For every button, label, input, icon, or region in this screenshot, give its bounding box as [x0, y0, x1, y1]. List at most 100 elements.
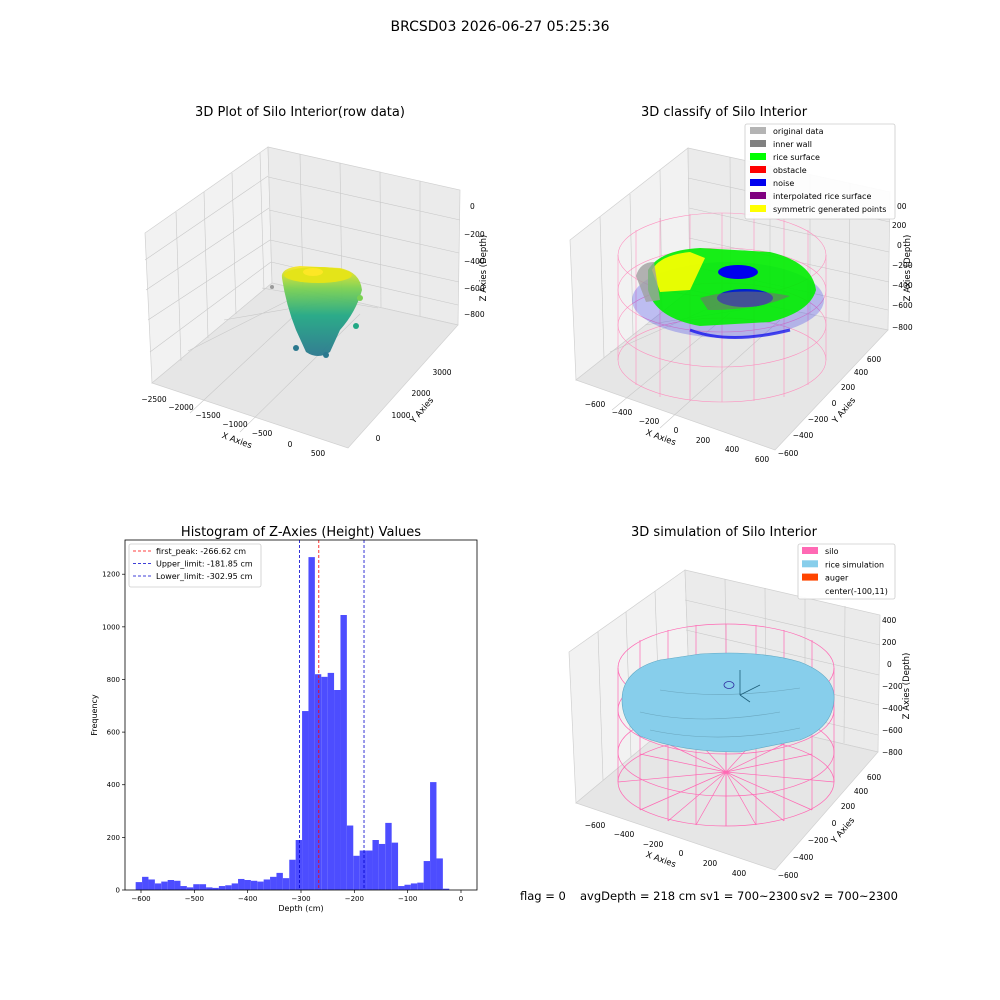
- histogram-bar: [359, 850, 367, 890]
- p2-xtick-6: 600: [755, 455, 770, 464]
- p1-xlabel: X Axies: [220, 431, 253, 451]
- histogram-x-tick-label: −500: [185, 895, 204, 903]
- panel-raw-3d: 3D Plot of Silo Interior(row data) −2500…: [141, 105, 489, 458]
- footer-sv1: sv1 = 700~2300: [700, 889, 798, 903]
- histogram-legend-label: Upper_limit: -181.85 cm: [156, 560, 253, 569]
- histogram-bar: [270, 876, 277, 890]
- histogram-bar: [417, 882, 424, 890]
- histogram-bar: [276, 872, 283, 890]
- p4-ztick-5: −600: [882, 726, 903, 735]
- histogram-bar: [206, 887, 213, 890]
- p4-ztick-0: 400: [882, 616, 897, 625]
- p1-ytick-3: 3000: [432, 368, 451, 377]
- histogram-bar: [244, 880, 251, 890]
- panel2-title: 3D classify of Silo Interior: [641, 105, 808, 120]
- panel2-legend-label: obstacle: [773, 166, 807, 175]
- histogram-bar: [385, 822, 392, 890]
- histogram-bar: [174, 880, 181, 890]
- histogram-x-tick-label: −100: [398, 895, 417, 903]
- histogram-bar: [430, 782, 437, 890]
- panel4-legend-label: auger: [825, 574, 849, 583]
- histogram-bar: [302, 711, 309, 890]
- histogram-bar: [442, 888, 450, 890]
- p1-zlabel: Z Axies (Depth): [479, 235, 489, 302]
- p2-ytick-3: 0: [832, 399, 837, 408]
- figure-suptitle: BRCSD03 2026-06-27 05:25:36: [390, 19, 609, 35]
- panel-simulation-3d: 3D simulation of Silo Interior −600 −: [568, 525, 912, 880]
- histogram-y-tick-label: 400: [107, 781, 120, 789]
- histogram-bar: [372, 840, 379, 890]
- histogram-bar: [366, 850, 373, 890]
- p2-ytick-1: −400: [793, 431, 814, 440]
- p2-xtick-1: −400: [612, 408, 633, 417]
- p4-ytick-4: 200: [841, 802, 856, 811]
- panel2-points: [632, 248, 824, 339]
- histogram-bar: [167, 880, 175, 890]
- panel4-legend: silo rice simulation auger center(-100,11): [797, 543, 896, 600]
- p4-xtick-3: 0: [679, 849, 684, 858]
- panel-classify-3d: 3D classify of Silo Interior: [569, 105, 913, 464]
- p2-xtick-4: 200: [696, 436, 711, 445]
- histogram-bar: [135, 882, 143, 890]
- histogram-bar: [154, 883, 162, 890]
- p1-xtick-6: 500: [311, 449, 326, 458]
- panel4-legend-swatch: [802, 573, 818, 581]
- histogram-y-tick-label: 800: [107, 676, 120, 684]
- panel4-rice-surface: [621, 652, 835, 753]
- histogram-bar: [334, 690, 341, 890]
- footer-flag: flag = 0: [520, 889, 566, 903]
- p4-xtick-1: −400: [614, 830, 635, 839]
- p4-xtick-4: 200: [703, 859, 718, 868]
- p2-ztick-3: −400: [892, 281, 913, 290]
- p4-ztick-3: −200: [882, 682, 903, 691]
- p4-ytick-3: 0: [832, 819, 837, 828]
- histogram-legend-label: first_peak: -266.62 cm: [156, 547, 246, 556]
- histogram-bar: [327, 672, 335, 890]
- histogram-y-ticks: 0 200 400 600 800 1000 1200: [102, 571, 125, 895]
- histogram-bar: [353, 855, 360, 890]
- histogram-bar: [404, 884, 411, 890]
- p4-ztick-6: −800: [882, 748, 903, 757]
- histogram-bar: [218, 886, 226, 890]
- panel1-scatter: [270, 266, 363, 358]
- histogram-bar: [378, 843, 386, 890]
- panel2-legend-swatch: [750, 192, 766, 199]
- histogram-bar: [423, 861, 431, 890]
- p2-xtick-0: −600: [585, 400, 606, 409]
- p4-ytick-2: −200: [808, 836, 829, 845]
- histogram-bar: [340, 615, 347, 890]
- p4-ytick-6: 600: [867, 773, 882, 782]
- histogram-x-tick-label: −400: [238, 895, 257, 903]
- p4-ztick-4: −400: [882, 704, 903, 713]
- p2-xtick-2: −200: [639, 417, 660, 426]
- histogram-legend: first_peak: -266.62 cm Upper_limit: -181.…: [128, 543, 262, 588]
- p1-ztick-0: 0: [470, 202, 475, 211]
- footer-avg-depth: avgDepth = 218 cm: [580, 889, 696, 903]
- panel3-title: Histogram of Z-Axies (Height) Values: [181, 525, 421, 540]
- p1-ztick-2: −400: [464, 257, 485, 266]
- histogram-xlabel: Depth (cm): [278, 904, 323, 913]
- p1-ylabel: Y Axies: [408, 395, 436, 426]
- histogram-x-tick-label: −200: [345, 895, 364, 903]
- histogram-bar: [346, 825, 354, 890]
- histogram-x-tick-label: −300: [291, 895, 310, 903]
- histogram-y-tick-label: 0: [116, 887, 120, 895]
- p1-ztick-4: −800: [464, 310, 485, 319]
- p1-ytick-0: 0: [376, 434, 381, 443]
- histogram-bar: [263, 879, 271, 890]
- p4-ztick-1: 200: [882, 638, 897, 647]
- p2-ytick-4: 200: [841, 383, 856, 392]
- panel2-pane-floor: [575, 289, 889, 451]
- p2-zlabel: Z Axies (Depth): [903, 235, 913, 302]
- p1-xtick-1: −2000: [168, 403, 194, 412]
- p4-xtick-0: −600: [585, 821, 606, 830]
- panel2-legend-label: original data: [773, 127, 824, 136]
- panel2-legend-label: symmetric generated points: [773, 205, 886, 214]
- histogram-bar: [231, 883, 239, 890]
- panel2-legend-swatch: [750, 166, 766, 173]
- panel1-pane-floor: [151, 282, 459, 449]
- panel2-legend-swatch: [750, 179, 766, 186]
- panel2-legend-swatch: [750, 127, 766, 134]
- p4-xlabel: X Axies: [644, 850, 677, 870]
